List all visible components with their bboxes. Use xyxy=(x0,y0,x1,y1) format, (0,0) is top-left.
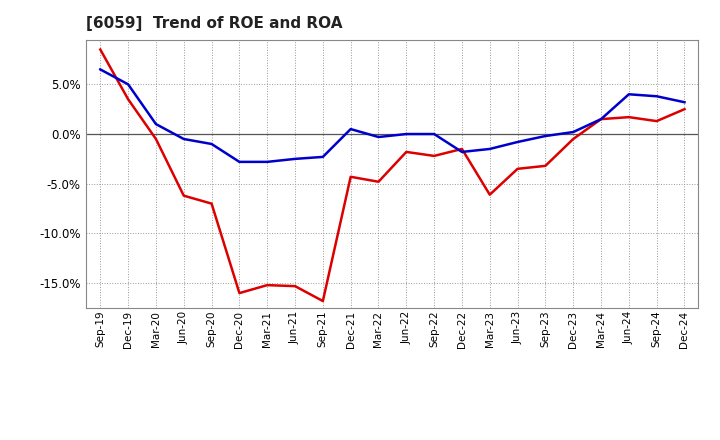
ROA xyxy=(597,117,606,122)
ROE xyxy=(652,118,661,124)
ROA xyxy=(430,132,438,137)
ROA xyxy=(541,133,550,139)
ROA xyxy=(624,92,633,97)
ROA xyxy=(235,159,243,165)
ROE xyxy=(430,153,438,158)
ROA xyxy=(124,82,132,87)
ROA xyxy=(485,147,494,152)
ROA xyxy=(652,94,661,99)
ROA xyxy=(569,129,577,135)
Line: ROA: ROA xyxy=(100,70,685,162)
ROE xyxy=(96,47,104,52)
ROE xyxy=(402,149,410,154)
ROA xyxy=(458,149,467,154)
ROA xyxy=(513,139,522,145)
ROA xyxy=(179,136,188,142)
ROE xyxy=(318,298,327,304)
ROA xyxy=(402,132,410,137)
ROA xyxy=(96,67,104,72)
ROE xyxy=(374,179,383,184)
ROE xyxy=(680,106,689,112)
ROE xyxy=(597,117,606,122)
ROA xyxy=(318,154,327,160)
ROE xyxy=(179,193,188,198)
ROE xyxy=(124,97,132,102)
ROA xyxy=(291,156,300,161)
ROA xyxy=(152,121,161,127)
ROA xyxy=(680,99,689,105)
ROE xyxy=(152,136,161,142)
ROE xyxy=(513,166,522,172)
ROE xyxy=(541,163,550,169)
ROE xyxy=(235,290,243,296)
ROE xyxy=(569,136,577,142)
Text: [6059]  Trend of ROE and ROA: [6059] Trend of ROE and ROA xyxy=(86,16,343,32)
ROA xyxy=(346,126,355,132)
ROA xyxy=(207,141,216,147)
ROE xyxy=(346,174,355,180)
ROE xyxy=(458,147,467,152)
ROA xyxy=(374,134,383,139)
ROE xyxy=(485,192,494,197)
ROA xyxy=(263,159,271,165)
Line: ROE: ROE xyxy=(100,50,685,301)
ROE xyxy=(291,283,300,289)
ROE xyxy=(624,114,633,120)
ROE xyxy=(207,201,216,206)
ROE xyxy=(263,282,271,288)
